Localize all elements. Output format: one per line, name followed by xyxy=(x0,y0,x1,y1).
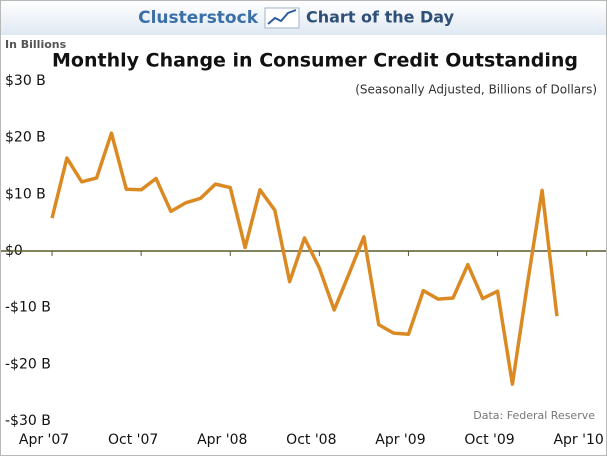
x-tick-label: Oct '07 xyxy=(108,432,158,448)
y-tick-label: $20 B xyxy=(5,130,46,146)
header-band xyxy=(1,1,606,35)
source: Data: Federal Reserve xyxy=(473,409,595,422)
y-tick-label: $10 B xyxy=(5,186,46,202)
subtitle: (Seasonally Adjusted, Billions of Dollar… xyxy=(355,83,597,97)
x-tick-label: Apr '09 xyxy=(375,432,425,448)
x-tick-label: Apr '07 xyxy=(19,432,69,448)
y-tick-label: -$10 B xyxy=(5,300,51,316)
x-tick-label: Apr '10 xyxy=(553,432,603,448)
y-axis-label: In Billions xyxy=(5,38,67,51)
x-tick-label: Oct '08 xyxy=(286,432,336,448)
chart-title: Monthly Change in Consumer Credit Outsta… xyxy=(52,50,578,72)
tagline: Chart of the Day xyxy=(306,8,455,27)
data-line xyxy=(50,131,559,386)
y-tick-label: -$30 B xyxy=(5,413,51,429)
brand: Clusterstock xyxy=(138,8,259,28)
y-tick-label: -$20 B xyxy=(5,356,51,372)
x-tick-label: Oct '09 xyxy=(464,432,514,448)
x-tick-label: Apr '08 xyxy=(197,432,247,448)
y-tick-label: $30 B xyxy=(5,73,46,89)
logo-icon xyxy=(264,7,300,29)
